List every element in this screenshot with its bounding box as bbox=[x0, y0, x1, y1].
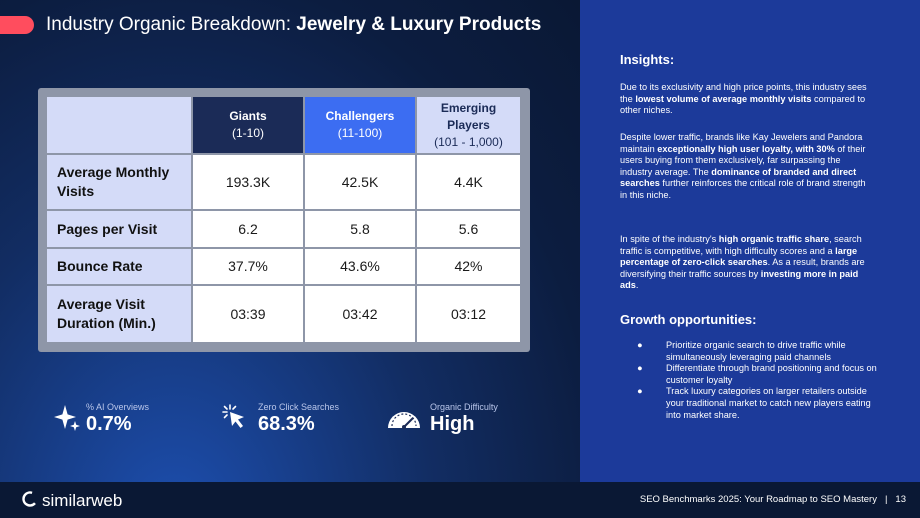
table-cell: 37.7% bbox=[191, 246, 305, 286]
table-header-row: Giants (1-10) Challengers (11-100) Emergin… bbox=[45, 94, 522, 156]
table-cell: 03:12 bbox=[415, 283, 522, 345]
stat-label: % AI Overviews bbox=[86, 402, 150, 412]
insights-panel bbox=[580, 0, 920, 482]
growth-list: ● Prioritize organic search to drive traf… bbox=[620, 340, 885, 421]
table-cell: 4.4K bbox=[415, 153, 522, 212]
insight-paragraph: Due to its exclusivity and high price po… bbox=[620, 82, 867, 116]
table-cell: 03:42 bbox=[303, 283, 417, 345]
stat-label: Zero Click Searches bbox=[258, 402, 340, 412]
footer-bar bbox=[0, 482, 920, 518]
sparkle-icon bbox=[54, 402, 84, 436]
benchmark-table: Giants (1-10) Challengers (11-100) Emergin… bbox=[45, 94, 522, 345]
row-label: Average Visit Duration (Min.) bbox=[45, 283, 193, 345]
similarweb-logo-icon bbox=[22, 491, 38, 512]
table-corner-cell bbox=[45, 94, 193, 156]
brand-name: similarweb bbox=[42, 491, 123, 510]
table-row: Pages per Visit 6.2 5.8 5.6 bbox=[45, 209, 522, 249]
column-header-challengers: Challengers (11-100) bbox=[303, 94, 417, 156]
row-label: Average Monthly Visits bbox=[45, 153, 193, 212]
insight-paragraph: In spite of the industry's high organic … bbox=[620, 234, 865, 291]
table-row: Average Monthly Visits 193.3K 42.5K 4.4K bbox=[45, 153, 522, 212]
gauge-icon bbox=[386, 402, 422, 436]
table-cell: 42.5K bbox=[303, 153, 417, 212]
footer-caption: SEO Benchmarks 2025: Your Roadmap to SEO… bbox=[639, 494, 906, 505]
table-cell: 193.3K bbox=[191, 153, 305, 212]
page-title: Industry Organic Breakdown: Jewelry & Lu… bbox=[46, 14, 542, 35]
bullet-icon: ● bbox=[637, 386, 643, 397]
table-row: Average Visit Duration (Min.) 03:39 03:4… bbox=[45, 283, 522, 345]
table-cell: 5.8 bbox=[303, 209, 417, 249]
growth-heading: Growth opportunities: bbox=[620, 312, 757, 327]
column-header-giants: Giants (1-10) bbox=[191, 94, 305, 156]
row-label: Pages per Visit bbox=[45, 209, 193, 249]
row-label: Bounce Rate bbox=[45, 246, 193, 286]
table-cell: 42% bbox=[415, 246, 522, 286]
table-cell: 43.6% bbox=[303, 246, 417, 286]
list-item: ● Track luxury categories on larger retai… bbox=[637, 386, 871, 420]
column-header-emerging-players: Emerging Players (101 - 1,000) bbox=[415, 94, 522, 156]
stat-value: 0.7% bbox=[86, 413, 132, 435]
table-cell: 03:39 bbox=[191, 283, 305, 345]
stat-value: 68.3% bbox=[258, 413, 315, 435]
bullet-icon: ● bbox=[637, 363, 643, 374]
benchmark-table-frame: Giants (1-10) Challengers (11-100) Emergin… bbox=[38, 88, 530, 352]
similarweb-logo: similarweb bbox=[22, 491, 122, 512]
insight-paragraph: Despite lower traffic, brands like Kay J… bbox=[620, 132, 866, 200]
bullet-icon: ● bbox=[637, 340, 643, 350]
list-item: ● Differentiate through brand positioning… bbox=[637, 363, 877, 385]
title-accent-pill bbox=[0, 16, 34, 34]
table-cell: 6.2 bbox=[191, 209, 305, 249]
stat-label: Organic Difficulty bbox=[430, 402, 498, 412]
page-number: 13 bbox=[895, 494, 906, 505]
insights-heading: Insights: bbox=[620, 52, 675, 67]
list-item: ● Prioritize organic search to drive traf… bbox=[637, 340, 846, 362]
stat-value: High bbox=[430, 413, 475, 435]
table-row: Bounce Rate 37.7% 43.6% 42% bbox=[45, 246, 522, 286]
table-cell: 5.6 bbox=[415, 209, 522, 249]
cursor-click-icon bbox=[220, 402, 250, 436]
